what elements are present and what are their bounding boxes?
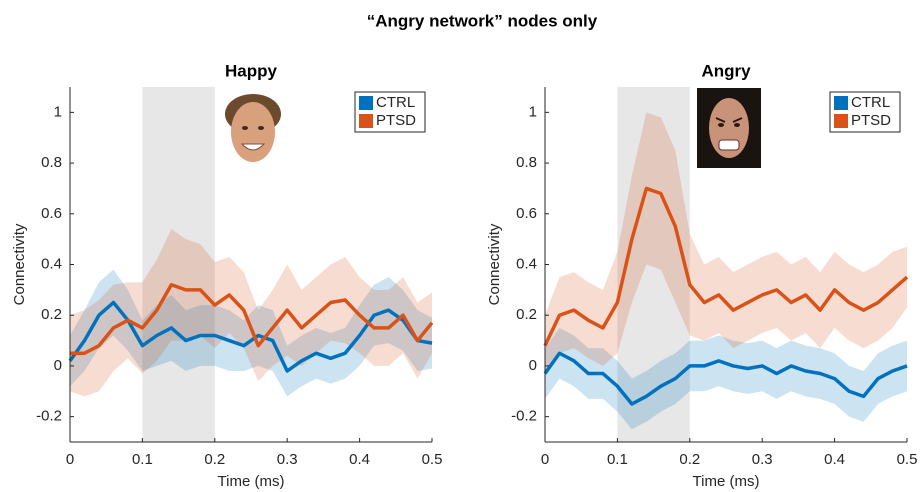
x-tick-label: 0.4 xyxy=(349,451,370,468)
y-tick-label: -0.2 xyxy=(511,408,537,425)
y-tick-label: 0.6 xyxy=(516,205,537,222)
x-tick-label: 0.4 xyxy=(824,451,845,468)
panel-title: Happy xyxy=(225,61,278,80)
eye xyxy=(734,123,740,127)
x-axis-label: Time (ms) xyxy=(218,473,285,490)
panel-title: Angry xyxy=(701,61,751,80)
y-tick-label: 0 xyxy=(529,357,537,374)
x-tick-label: 0.5 xyxy=(897,451,918,468)
x-tick-label: 0.2 xyxy=(679,451,700,468)
legend-label: PTSD xyxy=(851,112,891,129)
y-tick-label: 0.4 xyxy=(516,255,537,272)
y-tick-label: 0.2 xyxy=(41,306,62,323)
legend-label: CTRL xyxy=(376,94,415,111)
y-tick-label: 1 xyxy=(54,103,62,120)
face xyxy=(231,102,275,162)
x-tick-label: 0.1 xyxy=(607,451,628,468)
x-tick-label: 0 xyxy=(541,451,549,468)
y-tick-label: 0.6 xyxy=(41,205,62,222)
figure: “Angry network” nodes only -0.2 0 0.2 0.4 0.… xyxy=(0,0,920,492)
y-axis-label: Connectivity xyxy=(11,223,28,305)
y-tick-label: 1 xyxy=(529,103,537,120)
eye xyxy=(242,126,248,130)
x-tick-label: 0.5 xyxy=(422,451,443,468)
face-happy xyxy=(222,92,284,172)
y-tick-label: 0.8 xyxy=(41,154,62,171)
y-tick-label: -0.2 xyxy=(36,408,62,425)
x-tick-label: 0.1 xyxy=(132,451,153,468)
y-tick-label: 0.4 xyxy=(41,255,62,272)
legend-label: CTRL xyxy=(851,94,890,111)
mouth xyxy=(719,140,739,150)
eye xyxy=(258,126,264,130)
figure-title: “Angry network” nodes only xyxy=(367,11,598,30)
x-tick-label: 0 xyxy=(66,451,74,468)
y-axis-label: Connectivity xyxy=(486,223,503,305)
y-tick-label: 0 xyxy=(54,357,62,374)
eye xyxy=(718,123,724,127)
legend-label: PTSD xyxy=(376,112,416,129)
face-angry xyxy=(697,88,761,168)
x-axis-label: Time (ms) xyxy=(693,473,760,490)
legend-swatch xyxy=(834,114,848,128)
y-tick-label: 0.8 xyxy=(516,154,537,171)
legend-swatch xyxy=(359,114,373,128)
x-tick-label: 0.3 xyxy=(277,451,298,468)
x-tick-label: 0.2 xyxy=(204,451,225,468)
legend-swatch xyxy=(359,96,373,110)
legend-swatch xyxy=(834,96,848,110)
x-tick-label: 0.3 xyxy=(752,451,773,468)
y-tick-label: 0.2 xyxy=(516,306,537,323)
